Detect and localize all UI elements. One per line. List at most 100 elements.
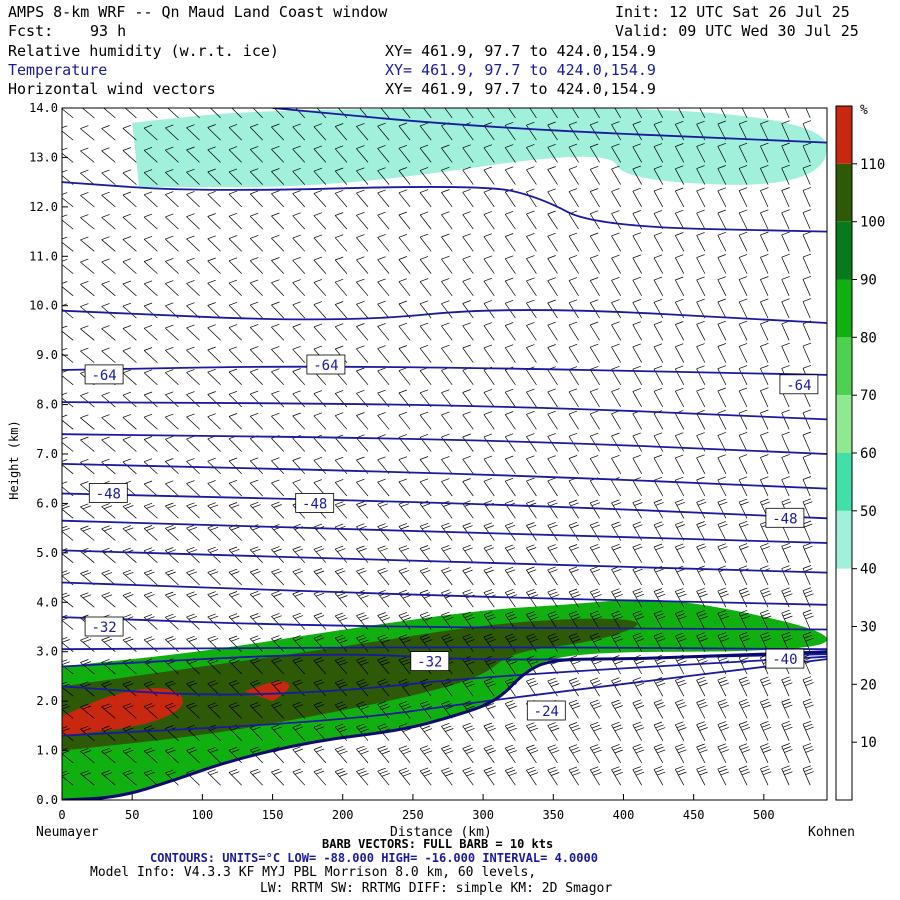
wind-barb (292, 167, 306, 185)
wind-barb (696, 143, 706, 163)
wind-barb (101, 614, 116, 630)
wind-barb (526, 499, 537, 519)
wind-barb (165, 702, 179, 719)
wind-barb (653, 632, 666, 652)
wind-barb (547, 633, 560, 652)
wind-barb (483, 411, 495, 430)
wind-barb (228, 279, 242, 297)
wind-barb (696, 298, 706, 319)
wind-barb (101, 236, 116, 252)
wind-barb (483, 655, 496, 675)
wind-barb (717, 565, 728, 586)
wind-barb (674, 743, 687, 764)
wind-barb (313, 390, 327, 408)
wind-barb (249, 212, 263, 230)
wind-barb (589, 633, 602, 652)
wind-barb (802, 520, 813, 541)
wind-barb (398, 211, 411, 230)
wind-barb (271, 390, 285, 408)
wind-barb (122, 258, 137, 274)
wind-barb (526, 210, 537, 230)
colorbar-label: 90 (860, 273, 877, 289)
wind-barb (207, 502, 221, 519)
wind-barb (802, 431, 812, 452)
wind-barb (568, 477, 579, 497)
wind-barb (504, 233, 516, 252)
wind-barb (632, 121, 643, 141)
wind-barb (228, 435, 242, 452)
wind-barb (419, 300, 432, 319)
wind-barb (802, 476, 812, 497)
wind-barb (143, 124, 158, 141)
wind-barb (207, 324, 221, 341)
wind-barb (760, 743, 772, 764)
wind-barb (165, 613, 179, 630)
wind-barb (696, 676, 708, 697)
wind-barb (313, 167, 327, 185)
wind-barb (313, 323, 327, 341)
wind-barb (186, 502, 200, 519)
wind-barb (653, 432, 664, 452)
wind-barb (674, 387, 685, 408)
colorbar-label: 20 (860, 677, 877, 693)
wind-barb (504, 611, 517, 630)
wind-barb (674, 165, 685, 185)
wind-barb (462, 344, 474, 363)
wind-barb (356, 300, 369, 319)
wind-barb (207, 302, 221, 319)
wind-barb (334, 612, 348, 630)
wind-barb (273, 108, 285, 119)
wind-barb (80, 748, 95, 764)
wind-barb (504, 255, 516, 274)
wind-barb (228, 168, 242, 185)
wind-barb (356, 612, 369, 630)
wind-barb (611, 388, 622, 408)
wind-barb (462, 589, 475, 608)
wind-barb (313, 568, 327, 586)
wind-barb (228, 457, 242, 475)
wind-barb (547, 210, 558, 230)
wind-barb (145, 108, 158, 119)
wind-barb (589, 544, 601, 563)
wind-barb (696, 565, 707, 586)
wind-barb (228, 546, 242, 563)
wind-barb (632, 654, 645, 675)
wind-barb (80, 547, 95, 563)
contour-label-box (410, 651, 450, 671)
wind-barb (441, 767, 454, 786)
wind-barb (802, 698, 814, 719)
wind-barb (674, 143, 685, 163)
contour-label: -48 (772, 511, 797, 527)
wind-barb (653, 565, 664, 586)
wind-barb (80, 770, 95, 786)
wind-barb (504, 522, 516, 541)
wind-barb (486, 108, 495, 119)
wind-barb (271, 679, 285, 697)
y-tick-label: 2.0 (36, 694, 58, 708)
wind-barb (674, 721, 687, 741)
wind-barb (632, 165, 643, 185)
wind-barb (462, 745, 475, 764)
colorbar-segment (836, 626, 852, 685)
wind-barb (143, 769, 158, 786)
wind-barb (738, 698, 751, 719)
wind-barb (292, 523, 306, 541)
wind-barb (186, 769, 200, 786)
wind-barb (356, 456, 369, 475)
wind-barb (249, 324, 263, 341)
wind-barb (271, 123, 285, 141)
wind-barb (589, 655, 602, 675)
wind-barb (398, 256, 411, 274)
model-info-line-1: Model Info: V4.3.3 KF MYJ PBL Morrison 8… (90, 865, 537, 880)
wind-barb (228, 746, 242, 764)
wind-barb (143, 569, 158, 586)
wind-barb (228, 324, 242, 341)
wind-barb (717, 632, 729, 652)
wind-barb (611, 477, 622, 497)
wind-barb (441, 367, 453, 386)
wind-barb (611, 677, 623, 697)
wind-barb (292, 701, 306, 719)
wind-barb (781, 365, 790, 385)
wind-barb (80, 280, 95, 297)
wind-barb (313, 145, 327, 163)
